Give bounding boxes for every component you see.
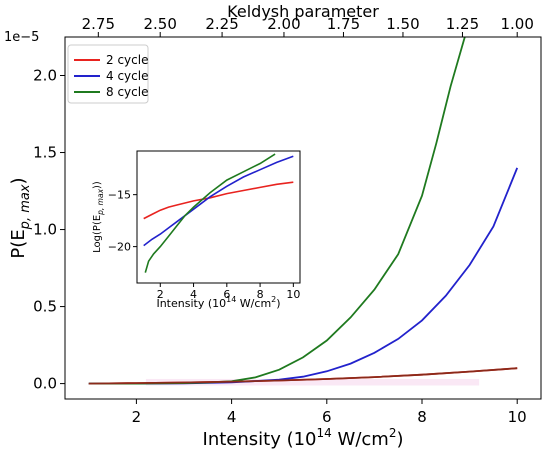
y-axis-label-part: ) (8, 177, 29, 184)
inset-x-tick-label: 8 (257, 288, 264, 301)
top-tick-label: 1.75 (327, 15, 360, 33)
top-axis-label: Keldysh parameter (227, 2, 379, 21)
x-tick-label: 8 (417, 408, 427, 426)
inset-x-axis-label-part: ) (276, 297, 280, 310)
top-tick-label: 1.25 (446, 15, 479, 33)
legend-label: 4 cycle (106, 69, 148, 83)
top-tick-label: 1.00 (500, 15, 533, 33)
main-axes-frame (64, 36, 542, 400)
inset-y-tick-label: −20 (108, 241, 131, 254)
inset-x-axis-label-part: W/cm (236, 297, 271, 310)
x-axis-label: Intensity (1014 W/cm2) (203, 426, 404, 450)
baseline-band (145, 378, 480, 386)
inset-y-tick-label: −15 (108, 189, 131, 202)
top-tick-label: 2.75 (82, 15, 115, 33)
y-axis-label-part: P(E (8, 229, 29, 258)
y-tick-label: 0.5 (33, 298, 57, 316)
inset-x-tick-label: 2 (157, 288, 164, 301)
main-plot: 2 4 6 8 10 0.0 0.5 1.0 1.5 2.0 2.75 2.50 2.25 2.00 1.7… (4, 2, 542, 450)
x-tick-label: 4 (227, 408, 237, 426)
inset-x-tick-label: 6 (223, 288, 230, 301)
inset-x-tick-label: 4 (190, 288, 197, 301)
y-tick-label: 1.5 (33, 144, 57, 162)
x-axis-label-part: 2 (389, 426, 397, 440)
top-tick-label: 2.25 (205, 15, 238, 33)
inset-x-axis-label: Intensity (1014 W/cm2) (156, 295, 280, 310)
inset-y-axis-label: Log(P(Ep, max)) (92, 181, 105, 253)
offset-text: 1e−5 (4, 30, 39, 45)
inset-x-tick-label: 10 (286, 288, 300, 301)
x-tick-label: 10 (508, 408, 527, 426)
y-tick-label: 2.0 (33, 67, 57, 85)
y-axis-label-part: p, max (18, 184, 33, 230)
x-axis-label-part: Intensity (10 (203, 429, 317, 450)
x-axis-label-part: ) (396, 429, 403, 450)
top-tick-label: 2.00 (267, 15, 300, 33)
inset-axes-frame (136, 150, 301, 284)
inset-series-line (144, 153, 276, 273)
inset-series-line (143, 155, 294, 247)
x-tick-label: 6 (322, 408, 332, 426)
y-tick-label: 0.0 (33, 375, 57, 393)
inset-x-axis-label-part: Intensity (10 (156, 297, 226, 310)
x-tick-label: 2 (132, 408, 142, 426)
legend-label: 2 cycle (106, 53, 148, 67)
inset-y-axis-label-part: Log(P(E (92, 215, 103, 253)
inset-background (137, 151, 300, 283)
top-tick-label: 2.50 (143, 15, 176, 33)
inset-y-axis-label-part: p, max (96, 188, 105, 215)
x-axis-label-part: 14 (317, 426, 332, 440)
y-tick-label: 1.0 (33, 221, 57, 239)
inset-y-axis-label-part: )) (92, 181, 103, 189)
x-axis-label-part: W/cm (332, 429, 389, 450)
legend-label: 8 cycle (106, 85, 148, 99)
series-line-overlay (88, 367, 518, 385)
legend: 2 cycle 4 cycle 8 cycle (67, 44, 149, 104)
y-axis-label: P(Ep, max) (8, 177, 33, 258)
top-tick-label: 1.50 (386, 15, 419, 33)
inset-x-axis-label-part: 2 (271, 295, 276, 304)
inset-x-axis-label-part: 14 (226, 295, 236, 304)
